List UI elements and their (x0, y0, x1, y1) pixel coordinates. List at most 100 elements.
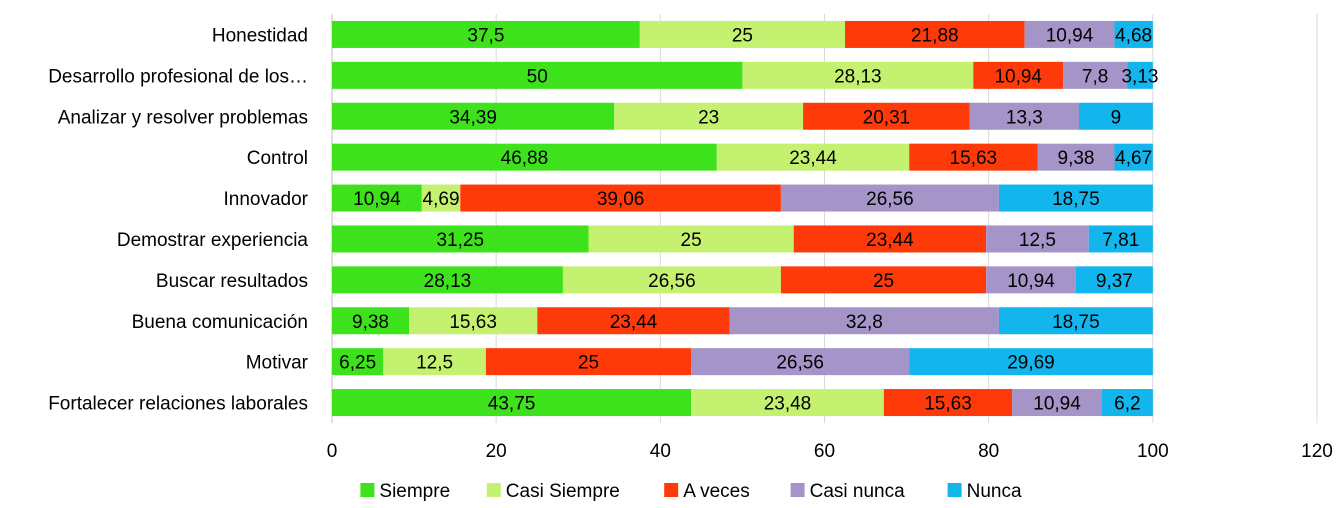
bar-segment (1063, 61, 1128, 89)
category-label: Buscar resultados (156, 271, 308, 292)
data-label: 13,3 (1006, 107, 1043, 128)
data-label: 10,94 (994, 66, 1042, 87)
category-label: Analizar y resolver problemas (58, 107, 308, 128)
data-label: 23,44 (610, 312, 658, 333)
data-label: 15,63 (950, 148, 998, 169)
bar-segment (986, 266, 1076, 294)
category-label: Honestidad (212, 25, 308, 46)
legend-swatch (664, 483, 679, 497)
data-label: 10,94 (1033, 394, 1081, 415)
bar-segment (1114, 143, 1153, 171)
category-label: Innovador (223, 189, 308, 210)
data-label: 9,38 (1058, 148, 1095, 169)
data-label: 34,39 (449, 107, 497, 128)
data-label: 20,31 (863, 107, 911, 128)
category-label: Motivar (246, 353, 309, 374)
legend-label: Siempre (379, 481, 450, 502)
data-label: 29,69 (1007, 353, 1055, 374)
data-label: 15,63 (924, 394, 972, 415)
data-label: 10,94 (1046, 25, 1094, 46)
bar-segment (332, 389, 692, 417)
data-label: 6,25 (339, 353, 376, 374)
data-label: 28,13 (424, 271, 472, 292)
bar-segment (1088, 225, 1153, 253)
data-label: 18,75 (1052, 312, 1100, 333)
legend-label: Casi Siempre (506, 481, 620, 502)
bar-segment (998, 184, 1153, 212)
bar-segment (485, 348, 692, 376)
bar-segment (909, 348, 1153, 376)
data-label: 4,69 (423, 189, 460, 210)
x-tick-label: 40 (650, 441, 671, 462)
data-label: 26,56 (866, 189, 914, 210)
data-label: 46,88 (501, 148, 549, 169)
data-label: 7,8 (1082, 66, 1108, 87)
bar-segment (969, 102, 1079, 130)
data-label: 28,13 (834, 66, 882, 87)
bar-segment (1127, 61, 1153, 89)
bar-segment (973, 61, 1064, 89)
category-labels: Honestidad Desarrollo profesional de los…… (48, 25, 308, 414)
legend-label: Nunca (967, 481, 1022, 502)
data-label: 10,94 (353, 189, 401, 210)
data-label: 9 (1111, 107, 1122, 128)
data-label: 25 (681, 230, 702, 251)
data-label: 12,5 (1019, 230, 1056, 251)
bar-segment (845, 20, 1025, 48)
bar-segment (793, 225, 987, 253)
bar-segment (562, 266, 781, 294)
data-label: 7,81 (1102, 230, 1139, 251)
x-tick-label: 80 (978, 441, 999, 462)
data-label: 6,2 (1114, 394, 1140, 415)
legend: Siempre Casi Siempre A veces Casi nunca Nunc… (360, 481, 1022, 502)
bar-segment (332, 102, 615, 130)
data-label: 23,44 (789, 148, 837, 169)
data-label: 26,56 (648, 271, 696, 292)
bar-segment (1012, 389, 1102, 417)
data-label: 31,25 (436, 230, 484, 251)
category-label: Buena comunicación (132, 312, 308, 333)
data-label: 25 (732, 25, 753, 46)
data-label: 26,56 (776, 353, 824, 374)
legend-label: Casi nunca (810, 481, 905, 502)
x-tick-label: 120 (1301, 441, 1333, 462)
bar-segment (460, 184, 781, 212)
bars: 37,5 25 21,88 10,94 4,68 50 28,13 10,94 7,8 3,13 3… (332, 20, 1158, 417)
category-label: Control (247, 148, 308, 169)
bar-segment (909, 143, 1038, 171)
bar-segment (408, 307, 538, 335)
bar-segment (691, 389, 884, 417)
data-label: 18,75 (1052, 189, 1100, 210)
data-label: 3,13 (1121, 66, 1158, 87)
data-label: 25 (578, 353, 599, 374)
data-label: 25 (873, 271, 894, 292)
bar-segment (691, 348, 910, 376)
bar-segment (421, 184, 461, 212)
bar-segment (1078, 102, 1153, 130)
category-label: Demostrar experiencia (117, 230, 309, 251)
bar-segment (1024, 20, 1115, 48)
bar-segment (1075, 266, 1153, 294)
legend-swatch (790, 483, 805, 497)
bar-segment (332, 20, 640, 48)
bar-segment (716, 143, 910, 171)
bar-segment (998, 307, 1153, 335)
data-label: 15,63 (449, 312, 497, 333)
data-label: 10,94 (1007, 271, 1055, 292)
data-label: 43,75 (488, 394, 536, 415)
bar-segment (1101, 389, 1153, 417)
bar-segment (332, 143, 717, 171)
category-label: Fortalecer relaciones laborales (48, 394, 308, 415)
legend-swatch (486, 483, 501, 497)
bar-segment (614, 102, 804, 130)
bar-segment (742, 61, 974, 89)
data-label: 37,5 (467, 25, 504, 46)
bar-segment (332, 61, 743, 89)
bar-segment (729, 307, 999, 335)
data-label: 21,88 (911, 25, 959, 46)
legend-label: A veces (683, 481, 750, 502)
bar-segment (537, 307, 730, 335)
bar-segment (588, 225, 794, 253)
category-label: Desarrollo profesional de los… (48, 66, 308, 87)
